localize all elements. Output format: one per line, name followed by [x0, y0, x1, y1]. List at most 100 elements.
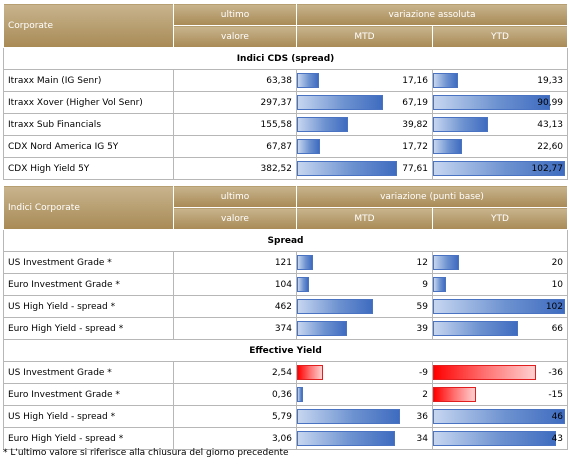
last-value: 2,54 [173, 361, 297, 384]
ytd-bar [433, 73, 458, 88]
table1-ytd-header: YTD [431, 25, 569, 48]
ytd-value: 90,99 [537, 98, 564, 108]
section-title: Spread [2, 229, 569, 252]
mtd-bar [297, 277, 309, 292]
row-name: US Investment Grade * [3, 361, 174, 384]
table-row: US High Yield - spread * 5,79 36 46 [3, 405, 569, 428]
ytd-value: 43 [551, 434, 564, 444]
ytd-cell: 19,33 [431, 69, 569, 92]
mtd-cell: 67,19 [296, 91, 433, 114]
table-row: US Investment Grade * 2,54 -9 -36 [3, 361, 569, 384]
table-row: US Investment Grade * 121 12 20 [3, 251, 569, 274]
ytd-bar [433, 161, 565, 176]
last-value: 63,38 [173, 69, 297, 92]
mtd-cell: 9 [296, 273, 433, 296]
mtd-value: 12 [416, 258, 428, 268]
footnote: * L'ultimo valore si riferisce alla chiu… [3, 448, 289, 458]
ytd-bar [433, 365, 537, 380]
ytd-value: 22,60 [537, 142, 564, 152]
mtd-cell: 34 [296, 427, 433, 450]
table1-corner: Corporate [3, 3, 174, 48]
last-value: 3,06 [173, 427, 297, 450]
row-name: Euro High Yield - spread * [3, 317, 174, 340]
ytd-value: 102,77 [531, 164, 564, 174]
last-value: 67,87 [173, 135, 297, 158]
mtd-value: 39,82 [402, 120, 428, 130]
table1-last-header-top: ultimo [173, 3, 297, 26]
ytd-bar [433, 409, 565, 424]
table2-mtd-header: MTD [296, 207, 433, 230]
cds-table: Corporate ultimo variazione assoluta val… [2, 3, 569, 180]
mtd-cell: 59 [296, 295, 433, 318]
mtd-cell: 77,61 [296, 157, 433, 180]
mtd-cell: 36 [296, 405, 433, 428]
mtd-value: 34 [416, 434, 428, 444]
last-value: 155,58 [173, 113, 297, 136]
row-name: Euro High Yield - spread * [3, 427, 174, 450]
ytd-cell: 22,60 [431, 135, 569, 158]
ytd-bar [433, 299, 565, 314]
mtd-cell: 2 [296, 383, 433, 406]
table-row: Euro Investment Grade * 0,36 2 -15 [3, 383, 569, 406]
mtd-bar [297, 409, 401, 424]
mtd-value: 2 [422, 390, 428, 400]
table2-last-header-bottom: valore [173, 207, 297, 230]
ytd-value: 20 [551, 258, 564, 268]
mtd-cell: 17,72 [296, 135, 433, 158]
ytd-value: 102 [545, 302, 564, 312]
table2-ytd-header: YTD [431, 207, 569, 230]
row-name: Euro Investment Grade * [3, 383, 174, 406]
row-name: US Investment Grade * [3, 251, 174, 274]
mtd-value: 9 [422, 280, 428, 290]
ytd-cell: -15 [431, 383, 569, 406]
last-value: 297,37 [173, 91, 297, 114]
mtd-value: 67,19 [402, 98, 428, 108]
mtd-cell: 39 [296, 317, 433, 340]
mtd-value: 17,72 [402, 142, 428, 152]
ytd-cell: 43,13 [431, 113, 569, 136]
mtd-bar [297, 95, 384, 110]
ytd-cell: 102,77 [431, 157, 569, 180]
table2-group-header: variazione (punti base) [295, 185, 569, 208]
row-name: CDX High Yield 5Y [3, 157, 174, 180]
ytd-cell: -36 [431, 361, 569, 384]
row-name: US High Yield - spread * [3, 405, 174, 428]
ytd-value: 43,13 [537, 120, 564, 130]
table1-last-header-bottom: valore [173, 25, 297, 48]
mtd-bar [297, 365, 323, 380]
mtd-value: 77,61 [402, 164, 428, 174]
last-value: 121 [173, 251, 297, 274]
last-value: 462 [173, 295, 297, 318]
ytd-value: 46 [551, 412, 564, 422]
table-row: Itraxx Xover (Higher Vol Senr) 297,37 67,1… [3, 91, 569, 114]
last-value: 382,52 [173, 157, 297, 180]
mtd-bar [297, 73, 320, 88]
row-name: Itraxx Xover (Higher Vol Senr) [3, 91, 174, 114]
table1-mtd-header: MTD [296, 25, 433, 48]
mtd-cell: -9 [296, 361, 433, 384]
corporate-indices-table: Indici Corporate ultimo variazione (punt… [2, 185, 569, 450]
mtd-value: -9 [419, 368, 428, 378]
ytd-bar [433, 387, 477, 402]
mtd-bar [297, 321, 348, 336]
table-row: Euro High Yield - spread * 3,06 34 43 [3, 427, 569, 450]
ytd-value: 66 [551, 324, 564, 334]
table1-group-header: variazione assoluta [295, 3, 569, 26]
ytd-cell: 90,99 [431, 91, 569, 114]
ytd-bar [433, 139, 463, 154]
last-value: 5,79 [173, 405, 297, 428]
ytd-value: 10 [551, 280, 564, 290]
ytd-value: 19,33 [537, 76, 564, 86]
mtd-value: 17,16 [402, 76, 428, 86]
mtd-bar [297, 139, 320, 154]
table-row: Euro High Yield - spread * 374 39 66 [3, 317, 569, 340]
table1-section-title: Indici CDS (spread) [2, 47, 569, 70]
ytd-bar [433, 321, 519, 336]
mtd-bar [297, 161, 397, 176]
row-name: CDX Nord America IG 5Y [3, 135, 174, 158]
row-name: Itraxx Sub Financials [3, 113, 174, 136]
ytd-cell: 46 [431, 405, 569, 428]
table-row: US High Yield - spread * 462 59 102 [3, 295, 569, 318]
mtd-cell: 39,82 [296, 113, 433, 136]
last-value: 104 [173, 273, 297, 296]
